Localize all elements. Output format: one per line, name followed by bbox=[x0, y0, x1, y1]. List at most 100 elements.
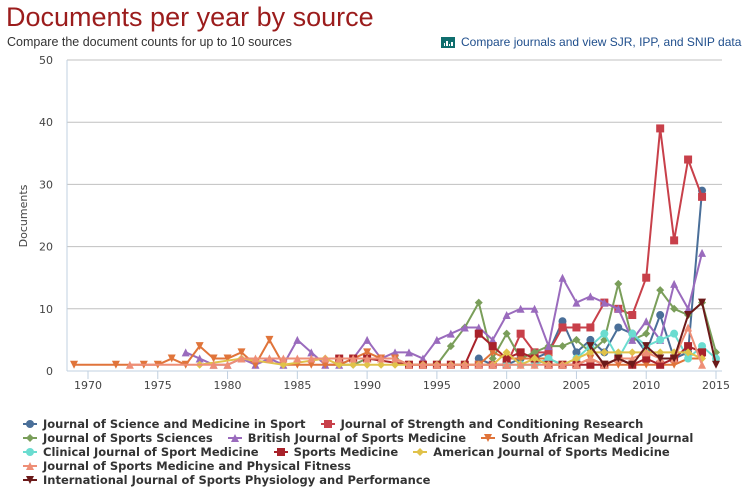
data-point[interactable] bbox=[363, 335, 372, 344]
data-point[interactable] bbox=[474, 323, 483, 332]
data-point[interactable] bbox=[614, 360, 623, 369]
data-point[interactable] bbox=[377, 354, 386, 363]
data-point[interactable] bbox=[698, 360, 707, 369]
legend-item[interactable]: International Journal of Sports Physiolo… bbox=[22, 473, 430, 487]
data-point[interactable] bbox=[586, 335, 595, 344]
data-point[interactable] bbox=[418, 354, 427, 363]
data-point[interactable] bbox=[488, 335, 497, 344]
data-point[interactable] bbox=[209, 360, 218, 369]
data-point[interactable] bbox=[642, 360, 651, 369]
data-point[interactable] bbox=[391, 348, 400, 357]
data-point[interactable] bbox=[321, 354, 330, 363]
legend-item[interactable]: Journal of Strength and Conditioning Res… bbox=[320, 417, 643, 431]
data-point[interactable] bbox=[432, 360, 441, 369]
data-point[interactable] bbox=[460, 323, 469, 332]
legend-item[interactable]: Clinical Journal of Sport Medicine bbox=[22, 445, 259, 459]
data-point[interactable] bbox=[209, 354, 218, 363]
data-point[interactable] bbox=[586, 292, 595, 301]
data-point[interactable] bbox=[125, 360, 134, 369]
data-point[interactable] bbox=[614, 304, 623, 313]
data-point[interactable] bbox=[544, 342, 553, 351]
data-point[interactable] bbox=[404, 348, 413, 357]
data-point[interactable] bbox=[516, 329, 525, 338]
legend-item[interactable]: Journal of Science and Medicine in Sport bbox=[22, 417, 306, 431]
data-point[interactable] bbox=[237, 348, 246, 357]
data-point[interactable] bbox=[502, 329, 511, 338]
data-point[interactable] bbox=[642, 342, 651, 351]
data-point[interactable] bbox=[698, 192, 707, 201]
data-point[interactable] bbox=[684, 323, 693, 332]
data-point[interactable] bbox=[698, 248, 707, 257]
legend-item[interactable]: Journal of Sports Medicine and Physical … bbox=[22, 459, 351, 473]
data-point[interactable] bbox=[600, 329, 609, 338]
data-point[interactable] bbox=[391, 354, 400, 363]
data-point[interactable] bbox=[572, 298, 581, 307]
data-point[interactable] bbox=[572, 335, 581, 344]
data-point[interactable] bbox=[530, 348, 539, 357]
data-point[interactable] bbox=[265, 335, 274, 344]
data-point[interactable] bbox=[432, 335, 441, 344]
data-point[interactable] bbox=[614, 323, 623, 332]
data-point[interactable] bbox=[181, 348, 190, 357]
data-point[interactable] bbox=[279, 360, 288, 369]
data-point[interactable] bbox=[670, 360, 679, 369]
data-point[interactable] bbox=[446, 329, 455, 338]
data-point[interactable] bbox=[363, 360, 372, 369]
data-point[interactable] bbox=[70, 360, 79, 369]
data-point[interactable] bbox=[642, 329, 651, 338]
data-point[interactable] bbox=[516, 354, 525, 363]
data-point[interactable] bbox=[223, 354, 232, 363]
data-point[interactable] bbox=[530, 354, 539, 363]
data-point[interactable] bbox=[656, 335, 665, 344]
data-point[interactable] bbox=[307, 348, 316, 357]
data-point[interactable] bbox=[237, 354, 246, 363]
data-point[interactable] bbox=[628, 311, 637, 320]
data-point[interactable] bbox=[684, 342, 693, 351]
data-point[interactable] bbox=[558, 273, 567, 282]
data-point[interactable] bbox=[558, 323, 567, 332]
data-point[interactable] bbox=[656, 286, 665, 295]
data-point[interactable] bbox=[502, 348, 511, 357]
data-point[interactable] bbox=[446, 360, 455, 369]
data-point[interactable] bbox=[628, 335, 637, 344]
data-point[interactable] bbox=[223, 360, 232, 369]
data-point[interactable] bbox=[600, 298, 609, 307]
data-point[interactable] bbox=[642, 348, 651, 357]
data-point[interactable] bbox=[488, 348, 497, 357]
legend-item[interactable]: British Journal of Sports Medicine bbox=[227, 431, 466, 445]
data-point[interactable] bbox=[628, 360, 637, 369]
data-point[interactable] bbox=[516, 348, 525, 357]
data-point[interactable] bbox=[349, 354, 358, 363]
data-point[interactable] bbox=[600, 348, 609, 357]
data-point[interactable] bbox=[307, 360, 316, 369]
data-point[interactable] bbox=[349, 360, 358, 369]
data-point[interactable] bbox=[474, 298, 483, 307]
data-point[interactable] bbox=[502, 354, 511, 363]
data-point[interactable] bbox=[167, 354, 176, 363]
data-point[interactable] bbox=[656, 311, 665, 320]
data-point[interactable] bbox=[670, 236, 679, 245]
data-point[interactable] bbox=[642, 273, 651, 282]
data-point[interactable] bbox=[530, 360, 539, 369]
data-point[interactable] bbox=[111, 360, 120, 369]
data-point[interactable] bbox=[698, 348, 707, 357]
data-point[interactable] bbox=[335, 360, 344, 369]
data-point[interactable] bbox=[488, 342, 497, 351]
data-point[interactable] bbox=[628, 329, 637, 338]
data-point[interactable] bbox=[670, 329, 679, 338]
data-point[interactable] bbox=[558, 342, 567, 351]
data-point[interactable] bbox=[474, 360, 483, 369]
data-point[interactable] bbox=[293, 335, 302, 344]
data-point[interactable] bbox=[656, 124, 665, 133]
data-point[interactable] bbox=[502, 311, 511, 320]
data-point[interactable] bbox=[670, 354, 679, 363]
data-point[interactable] bbox=[656, 348, 665, 357]
data-point[interactable] bbox=[404, 360, 413, 369]
data-point[interactable] bbox=[600, 360, 609, 369]
data-point[interactable] bbox=[251, 354, 260, 363]
data-point[interactable] bbox=[446, 342, 455, 351]
data-point[interactable] bbox=[586, 354, 595, 363]
legend-item[interactable]: South African Medical Journal bbox=[480, 431, 693, 445]
data-point[interactable] bbox=[684, 155, 693, 164]
data-point[interactable] bbox=[656, 360, 665, 369]
